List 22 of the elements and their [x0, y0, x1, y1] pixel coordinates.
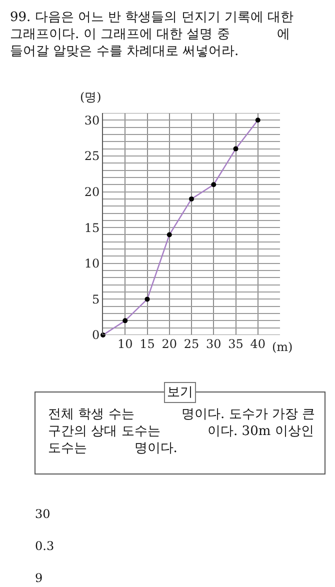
text: 9 — [35, 571, 43, 585]
text: 0.3 — [35, 539, 54, 553]
x-tick-label: 20 — [162, 337, 178, 351]
y-tick-label: 30 — [84, 113, 100, 128]
x-tick-label: 25 — [184, 337, 200, 351]
y-tick-label: 10 — [84, 256, 100, 271]
text: 전체 학생 수는 명이다. 도수가 가장 큰 구간의 상대 도수는 이다. 30m 이상인 도수는 명이다. — [48, 407, 316, 456]
y-tick-label: 0 — [92, 328, 100, 342]
text: 보기 — [167, 385, 193, 400]
y-axis-title: (명) — [80, 90, 102, 104]
y-tick-label: 15 — [84, 220, 100, 235]
y-tick-label: 20 — [84, 184, 100, 199]
x-tick-label: 30 — [206, 337, 222, 351]
text: 30 — [35, 507, 50, 521]
x-tick-label: 40 — [250, 337, 266, 351]
y-tick-label: 25 — [84, 149, 100, 164]
chart-title: 99. 다음은 어느 반 학생들의 던지기 기록에 대한 그래프이다. 이 그래프에 대한 설명 중 에 들어갈 알맞은 수를 차례대로 써넣어라. — [10, 10, 294, 59]
x-tick-label: 15 — [140, 337, 155, 351]
x-axis-title: (m) — [272, 340, 293, 354]
y-tick-label: 5 — [92, 292, 100, 306]
x-tick-label: 35 — [228, 337, 244, 351]
x-tick-label: 10 — [117, 337, 133, 351]
